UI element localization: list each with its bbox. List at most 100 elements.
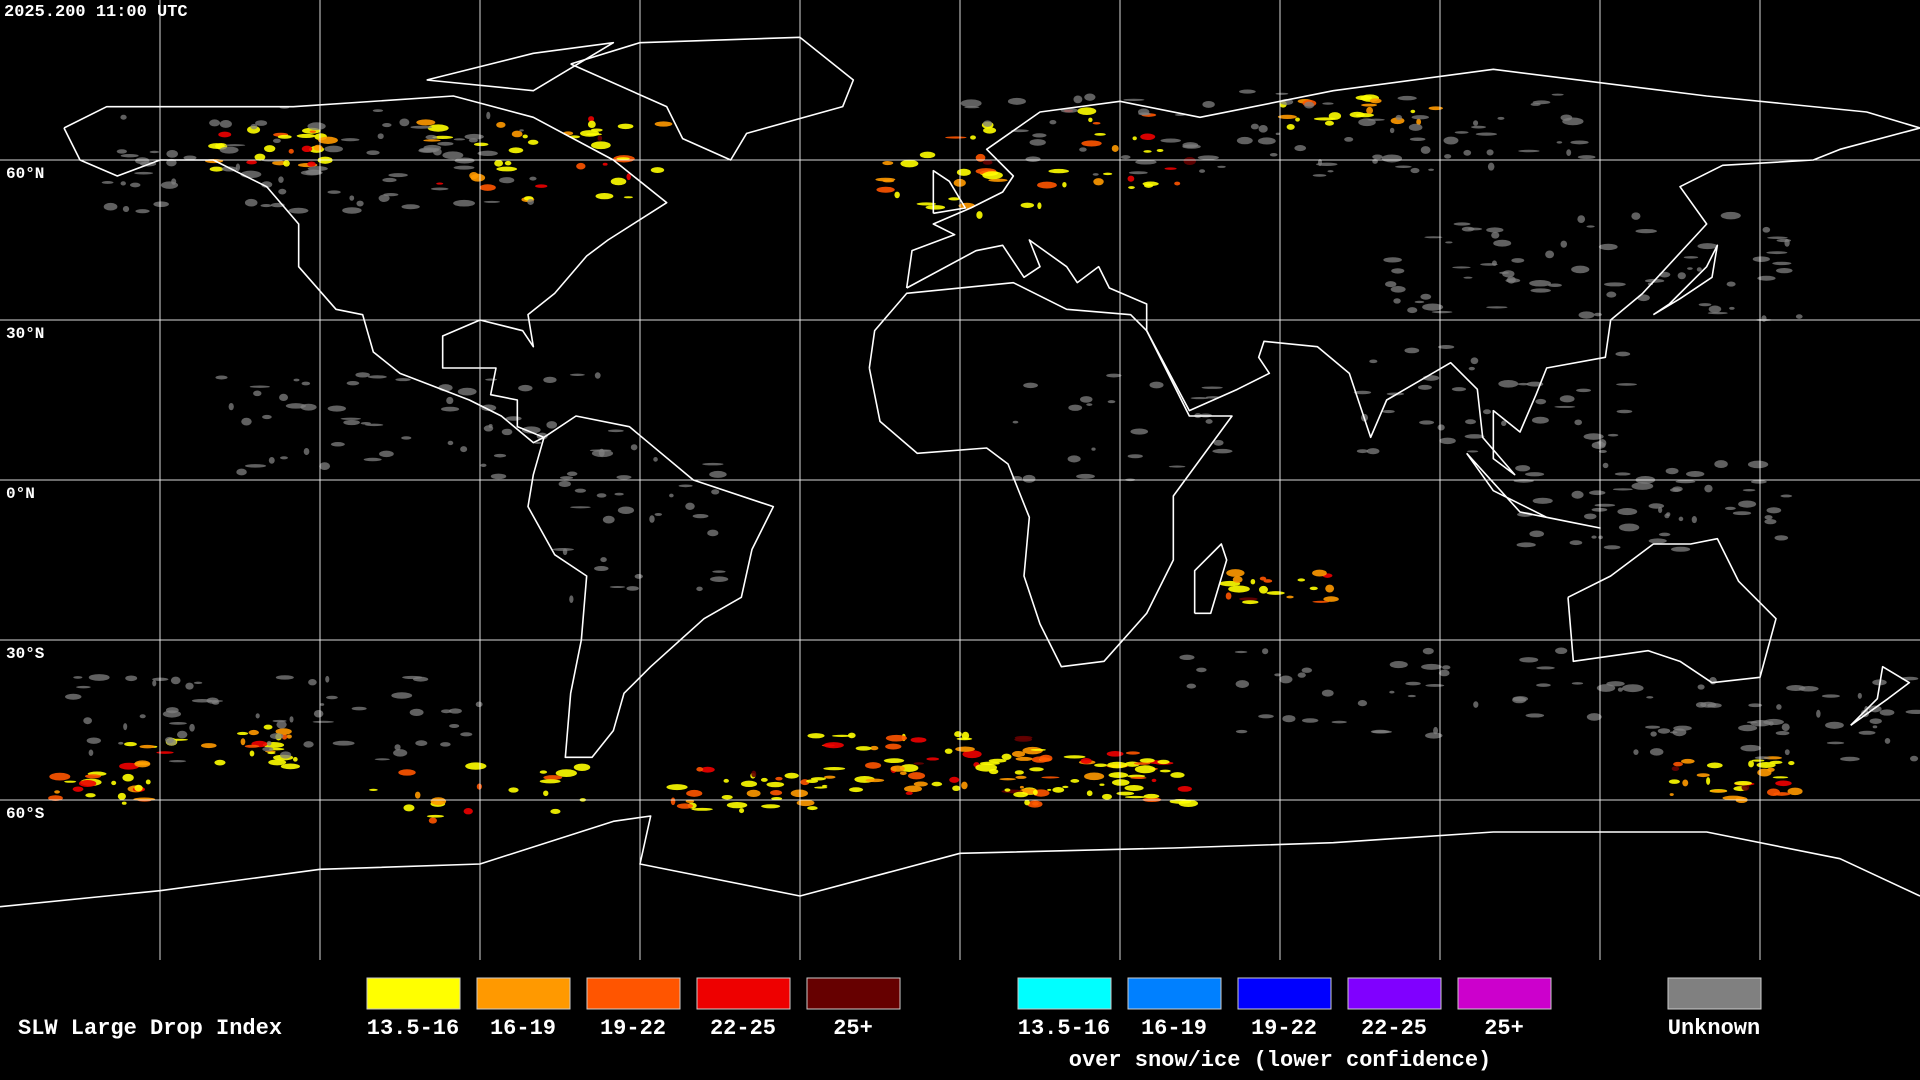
cloud-pixel xyxy=(505,416,522,421)
cloud-pixel xyxy=(569,373,585,377)
cloud-pixel xyxy=(171,178,177,185)
cloud-pixel xyxy=(292,757,298,762)
cloud-pixel xyxy=(570,506,591,509)
coastline xyxy=(932,169,967,215)
cloud-pixel xyxy=(1317,158,1323,167)
cloud-pixel xyxy=(1421,663,1442,670)
cloud-pixel xyxy=(440,709,452,714)
cloud-pixel xyxy=(1441,665,1451,670)
cloud-pixel xyxy=(166,149,178,158)
cloud-pixel xyxy=(847,732,856,739)
cloud-pixel xyxy=(1186,683,1197,689)
legend-title: SLW Large Drop Index xyxy=(18,1016,282,1041)
cloud-pixel xyxy=(1015,775,1027,779)
cloud-pixel xyxy=(678,484,693,488)
cloud-pixel xyxy=(1039,754,1053,762)
cloud-pixel xyxy=(999,778,1016,781)
cloud-pixel xyxy=(1239,89,1256,94)
cloud-pixel xyxy=(365,423,384,427)
cloud-pixel xyxy=(395,378,411,382)
cloud-pixel xyxy=(340,417,362,420)
cloud-pixel xyxy=(183,155,197,161)
cloud-pixel xyxy=(1515,465,1531,472)
cloud-pixel xyxy=(1664,513,1670,519)
cloud-pixel xyxy=(1027,800,1043,808)
cloud-pixel xyxy=(1023,382,1038,389)
cloud-pixel xyxy=(1277,114,1297,119)
cloud-pixel xyxy=(307,122,326,131)
cloud-pixel xyxy=(883,758,905,764)
cloud-pixel xyxy=(1748,760,1754,768)
legend-swatch xyxy=(696,977,791,1010)
cloud-pixel xyxy=(726,801,748,809)
cloud-pixel xyxy=(88,674,110,681)
cloud-pixel xyxy=(1094,132,1106,136)
cloud-pixel xyxy=(1138,112,1151,116)
cloud-pixel xyxy=(1491,260,1497,266)
cloud-pixel xyxy=(1217,165,1226,168)
cloud-pixel xyxy=(1761,315,1767,322)
cloud-pixel xyxy=(1372,154,1383,160)
cloud-pixel xyxy=(1675,480,1696,484)
cloud-pixel xyxy=(1530,288,1551,293)
cloud-pixel xyxy=(1784,749,1790,756)
cloud-pixel xyxy=(1312,174,1327,177)
cloud-pixel xyxy=(1037,202,1042,210)
cloud-pixel xyxy=(244,198,258,207)
cloud-pixel xyxy=(900,159,919,168)
cloud-pixel xyxy=(982,171,1003,180)
cloud-pixel xyxy=(905,791,913,795)
cloud-pixel xyxy=(409,708,424,717)
cloud-pixel xyxy=(1135,159,1157,165)
cloud-pixel xyxy=(1052,786,1065,793)
cloud-pixel xyxy=(1037,181,1057,189)
cloud-pixel xyxy=(244,744,260,748)
cloud-pixel xyxy=(669,493,674,498)
cloud-pixel xyxy=(277,134,292,139)
legend-swatch xyxy=(586,977,681,1010)
cloud-pixel xyxy=(460,732,473,737)
cloud-pixel xyxy=(1754,756,1771,760)
cloud-pixel xyxy=(355,372,370,378)
cloud-pixel xyxy=(415,740,428,746)
cloud-pixel xyxy=(485,378,498,381)
cloud-pixel xyxy=(193,681,203,685)
cloud-pixel xyxy=(1428,168,1435,171)
cloud-pixel xyxy=(209,119,221,127)
cloud-pixel xyxy=(1486,306,1508,309)
cloud-pixel xyxy=(134,760,151,768)
cloud-pixel xyxy=(1910,755,1919,762)
cloud-pixel xyxy=(594,566,609,572)
cloud-pixel xyxy=(1463,276,1473,279)
cloud-pixel xyxy=(73,676,83,679)
cloud-pixel xyxy=(437,141,454,146)
cloud-pixel xyxy=(1486,227,1504,233)
cloud-pixel xyxy=(465,762,487,770)
cloud-pixel xyxy=(1199,169,1206,173)
cloud-pixel xyxy=(709,470,727,478)
cloud-pixel xyxy=(430,797,447,806)
cloud-pixel xyxy=(1615,351,1631,357)
cloud-pixel xyxy=(201,743,217,749)
cloud-pixel xyxy=(442,151,464,160)
cloud-pixel xyxy=(1571,490,1584,499)
cloud-pixel xyxy=(372,109,384,112)
cloud-pixel xyxy=(1431,310,1453,314)
cloud-pixel xyxy=(955,746,975,752)
cloud-pixel xyxy=(475,701,483,708)
cloud-pixel xyxy=(559,476,574,480)
cloud-pixel xyxy=(890,765,905,772)
cloud-pixel xyxy=(308,679,317,686)
cloud-pixel xyxy=(419,147,440,153)
cloud-pixel xyxy=(696,586,703,592)
cloud-pixel xyxy=(480,463,487,468)
cloud-pixel xyxy=(263,724,273,730)
cloud-pixel xyxy=(123,723,128,731)
cloud-pixel xyxy=(134,171,154,175)
cloud-pixel xyxy=(573,763,591,771)
cloud-pixel xyxy=(1751,759,1765,762)
cloud-pixel xyxy=(1143,150,1152,153)
cloud-pixel xyxy=(1259,576,1267,581)
